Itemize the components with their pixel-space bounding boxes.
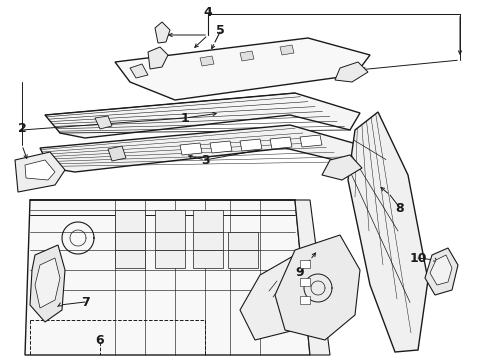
Polygon shape (35, 258, 60, 308)
Polygon shape (300, 260, 310, 268)
Polygon shape (155, 210, 185, 232)
Polygon shape (270, 137, 292, 149)
Polygon shape (295, 200, 330, 355)
Text: 8: 8 (396, 202, 404, 215)
Polygon shape (115, 250, 145, 268)
Polygon shape (148, 47, 168, 69)
Polygon shape (180, 143, 202, 155)
Polygon shape (425, 248, 458, 295)
Polygon shape (300, 135, 322, 147)
Polygon shape (300, 278, 310, 286)
Polygon shape (275, 235, 360, 340)
Text: 9: 9 (295, 266, 304, 279)
Polygon shape (322, 155, 362, 180)
Polygon shape (155, 232, 185, 250)
Text: 6: 6 (96, 333, 104, 346)
Polygon shape (155, 22, 170, 43)
Text: 4: 4 (204, 5, 212, 18)
Polygon shape (30, 245, 65, 322)
Polygon shape (430, 255, 452, 285)
Polygon shape (348, 112, 428, 352)
Text: 1: 1 (181, 112, 189, 125)
Polygon shape (280, 45, 294, 55)
Text: 10: 10 (409, 252, 427, 265)
Polygon shape (193, 210, 223, 232)
Polygon shape (300, 296, 310, 304)
Polygon shape (115, 38, 370, 100)
Text: 7: 7 (81, 296, 89, 309)
Polygon shape (130, 64, 148, 78)
Text: 3: 3 (201, 153, 209, 166)
Polygon shape (193, 232, 223, 250)
Polygon shape (335, 62, 368, 82)
Text: 2: 2 (18, 122, 26, 135)
Polygon shape (15, 152, 65, 192)
Polygon shape (210, 141, 232, 153)
Polygon shape (155, 250, 185, 268)
Polygon shape (200, 56, 214, 66)
Polygon shape (95, 116, 112, 129)
Polygon shape (240, 139, 262, 151)
Polygon shape (40, 125, 360, 172)
Polygon shape (115, 210, 145, 232)
Text: 5: 5 (216, 23, 224, 36)
Polygon shape (240, 255, 320, 340)
Polygon shape (45, 93, 360, 138)
Polygon shape (115, 232, 145, 250)
Polygon shape (228, 232, 258, 250)
Polygon shape (108, 146, 126, 161)
Polygon shape (25, 160, 55, 180)
Polygon shape (240, 51, 254, 61)
Polygon shape (228, 250, 258, 268)
Polygon shape (193, 250, 223, 268)
Polygon shape (25, 200, 310, 355)
